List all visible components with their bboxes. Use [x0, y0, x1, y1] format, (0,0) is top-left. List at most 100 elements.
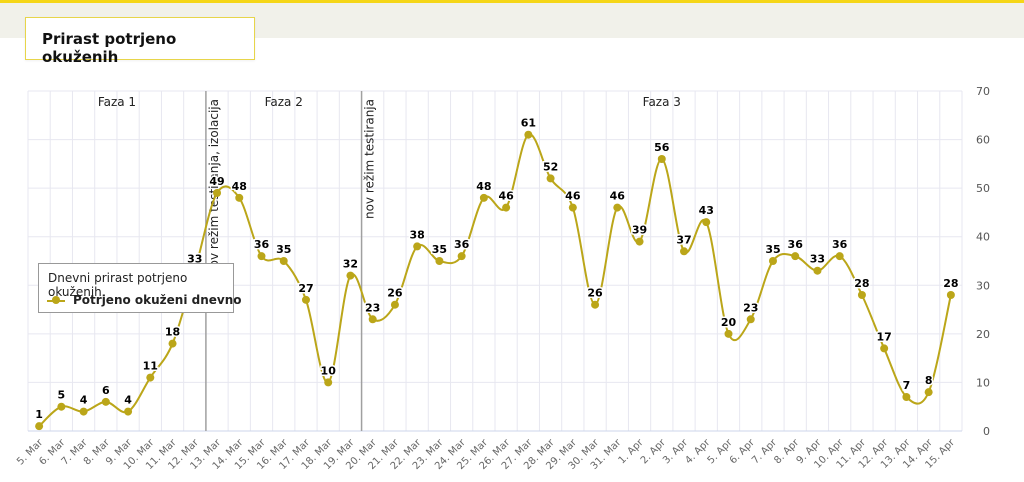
y-tick-label: 70 [976, 85, 990, 98]
y-tick-label: 40 [976, 231, 990, 244]
data-point [524, 130, 533, 139]
data-point [101, 397, 110, 406]
data-label: 35 [276, 243, 291, 256]
data-point [924, 388, 933, 397]
data-point [479, 193, 488, 202]
data-point [568, 203, 577, 212]
data-point [124, 407, 133, 416]
data-label: 1 [35, 408, 43, 421]
data-point [435, 257, 444, 265]
phase-marker-label: nov režim testiranja [363, 99, 377, 219]
data-label: 46 [610, 190, 626, 203]
data-point [902, 393, 911, 401]
data-point [546, 174, 555, 183]
chart-title: Prirast potrjeno okuženih [42, 30, 177, 66]
legend-marker [52, 296, 60, 304]
data-point [279, 257, 288, 265]
data-label: 18 [165, 326, 180, 339]
data-point [746, 315, 755, 324]
data-point [79, 407, 88, 416]
data-point [57, 402, 66, 411]
data-label: 4 [124, 394, 132, 407]
data-point [168, 339, 177, 348]
data-label: 36 [254, 238, 270, 251]
data-point [946, 291, 955, 299]
data-label: 36 [454, 238, 470, 251]
data-label: 6 [102, 384, 110, 397]
y-tick-label: 60 [976, 134, 990, 147]
data-label: 20 [721, 316, 737, 329]
data-point [301, 295, 310, 304]
data-point [702, 218, 711, 227]
data-label: 48 [476, 180, 491, 193]
data-point [502, 203, 511, 212]
data-point [346, 271, 355, 280]
data-point [324, 378, 333, 387]
y-tick-label: 50 [976, 182, 990, 195]
phase-label: Faza 1 [98, 95, 136, 109]
data-point [390, 300, 399, 309]
data-point [724, 329, 733, 338]
data-point [591, 300, 600, 309]
data-label: 27 [298, 282, 313, 295]
data-point [835, 252, 844, 261]
data-point [880, 344, 889, 353]
data-point [613, 203, 622, 212]
phase-label: Faza 2 [265, 95, 303, 109]
data-point [791, 252, 800, 261]
data-label: 36 [788, 238, 804, 251]
data-label: 5 [58, 389, 66, 402]
data-point [257, 252, 266, 261]
data-label: 61 [521, 117, 536, 130]
data-point [657, 155, 666, 163]
phase-marker-label: nov režim testiranja, izolacija [207, 99, 221, 275]
data-label: 11 [143, 360, 158, 373]
data-label: 26 [387, 287, 403, 300]
legend: Dnevni prirast potrjeno okuženih Potrjen… [38, 263, 242, 313]
data-point [146, 373, 155, 382]
data-point [768, 257, 777, 265]
y-tick-label: 20 [976, 328, 990, 341]
data-point [635, 237, 644, 246]
data-label: 38 [410, 228, 425, 241]
data-label: 26 [587, 287, 603, 300]
y-tick-label: 30 [976, 279, 990, 292]
data-point [413, 242, 422, 251]
data-label: 46 [565, 190, 581, 203]
data-label: 56 [654, 141, 670, 154]
y-tick-label: 0 [983, 425, 990, 438]
data-point [813, 266, 822, 275]
data-point [368, 315, 377, 324]
chart-title-card: Prirast potrjeno okuženih [25, 17, 255, 66]
data-point [680, 247, 689, 256]
data-label: 23 [365, 301, 380, 314]
data-label: 35 [432, 243, 447, 256]
phase-label: Faza 3 [643, 95, 681, 109]
data-label: 17 [877, 330, 892, 343]
data-label: 32 [343, 258, 358, 271]
data-label: 37 [676, 233, 691, 246]
data-label: 8 [925, 374, 933, 387]
data-point [457, 252, 466, 261]
data-label: 52 [543, 160, 558, 173]
data-label: 10 [321, 364, 337, 377]
data-label: 49 [209, 175, 224, 188]
data-label: 39 [632, 224, 647, 237]
data-label: 28 [854, 277, 869, 290]
y-tick-label: 10 [976, 376, 990, 389]
data-point [35, 422, 44, 431]
data-label: 35 [765, 243, 780, 256]
data-point [857, 291, 866, 299]
data-label: 4 [80, 394, 88, 407]
data-label: 33 [810, 253, 825, 266]
data-label: 46 [498, 190, 514, 203]
data-point [213, 189, 222, 197]
data-label: 48 [232, 180, 247, 193]
data-label: 28 [943, 277, 958, 290]
legend-title: Dnevni prirast potrjeno okuženih [48, 271, 188, 299]
data-label: 7 [903, 379, 911, 392]
legend-item-label: Potrjeno okuženi dnevno [73, 293, 242, 307]
data-label: 23 [743, 301, 758, 314]
data-label: 36 [832, 238, 848, 251]
